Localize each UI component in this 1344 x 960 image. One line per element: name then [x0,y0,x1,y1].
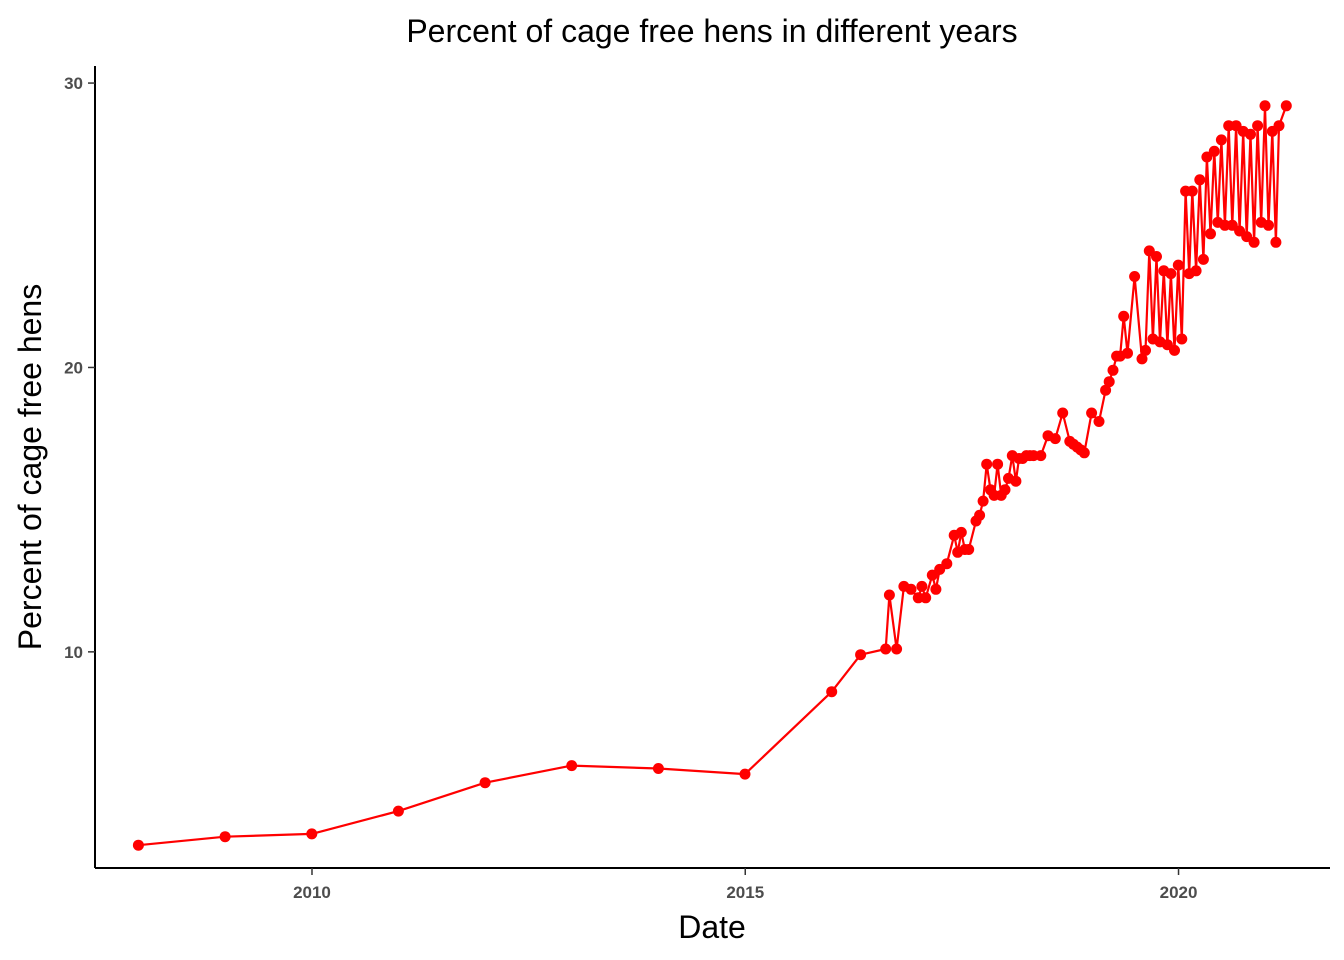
y-tick-label: 20 [64,358,83,377]
data-point [1172,259,1184,271]
data-point [826,686,838,698]
data-point [1270,236,1282,248]
data-point [992,458,1004,470]
data-point [1280,100,1292,112]
data-point [1165,268,1177,280]
data-point [652,763,664,774]
data-point [1103,376,1115,388]
data-point [1197,253,1209,265]
data-point [1049,433,1061,445]
data-point [963,544,975,555]
x-axis-title: Date [678,909,746,945]
data-point [926,569,938,581]
data-point [1194,174,1206,186]
data-point [1248,236,1260,248]
data-point [392,805,404,817]
data-point [905,583,917,595]
x-tick-label: 2010 [293,883,331,902]
data-point [1140,344,1151,356]
data-point [1176,333,1188,345]
data-point [955,526,967,538]
y-tick-label: 30 [64,74,83,93]
x-tick-label: 2015 [726,883,764,902]
data-point [977,495,989,507]
data-point [1122,347,1133,359]
data-point [1078,447,1090,459]
data-point [891,643,903,655]
data-point [1208,145,1220,157]
data-point [1186,185,1198,197]
data-point [1241,231,1253,243]
data-point [1118,310,1130,322]
data-point [1057,407,1069,419]
data-point [916,580,928,592]
data-point [941,558,953,570]
data-point [1245,128,1256,140]
data-point [1086,407,1098,419]
data-point [1107,364,1119,376]
data-point [1093,416,1105,427]
data-point [1129,271,1141,282]
data-point [566,760,578,772]
y-axis: 10 20 30 [64,66,96,868]
data-point [132,839,144,851]
data-point [1259,100,1271,112]
series-line [138,104,1288,847]
data-point [739,768,751,780]
data-point [1263,219,1274,231]
data-point [974,509,986,521]
plot-area [132,100,1292,851]
data-point [1273,120,1285,132]
data-point [1252,120,1264,132]
data-point [930,583,942,595]
y-tick-label: 10 [64,643,83,662]
data-point [306,828,318,840]
data-point [883,589,895,601]
data-point [1035,450,1047,462]
data-point [1205,228,1216,240]
data-point [999,484,1011,496]
data-point [981,458,993,470]
y-axis-title: Percent of cage free hens [12,284,48,650]
data-point [855,649,867,661]
data-point [1100,384,1112,396]
data-point [1201,151,1213,163]
data-point [920,592,932,604]
data-point [880,643,892,655]
data-point [1136,353,1148,365]
chart-title: Percent of cage free hens in different y… [406,13,1017,49]
data-point [219,831,231,843]
data-point [1215,134,1227,146]
data-point [1010,475,1022,487]
x-axis: 2010 2015 2020 [95,867,1330,902]
data-point [1169,344,1180,356]
data-point [1151,251,1162,262]
x-tick-label: 2020 [1160,883,1198,902]
data-point [1190,265,1202,277]
data-point [479,777,491,789]
